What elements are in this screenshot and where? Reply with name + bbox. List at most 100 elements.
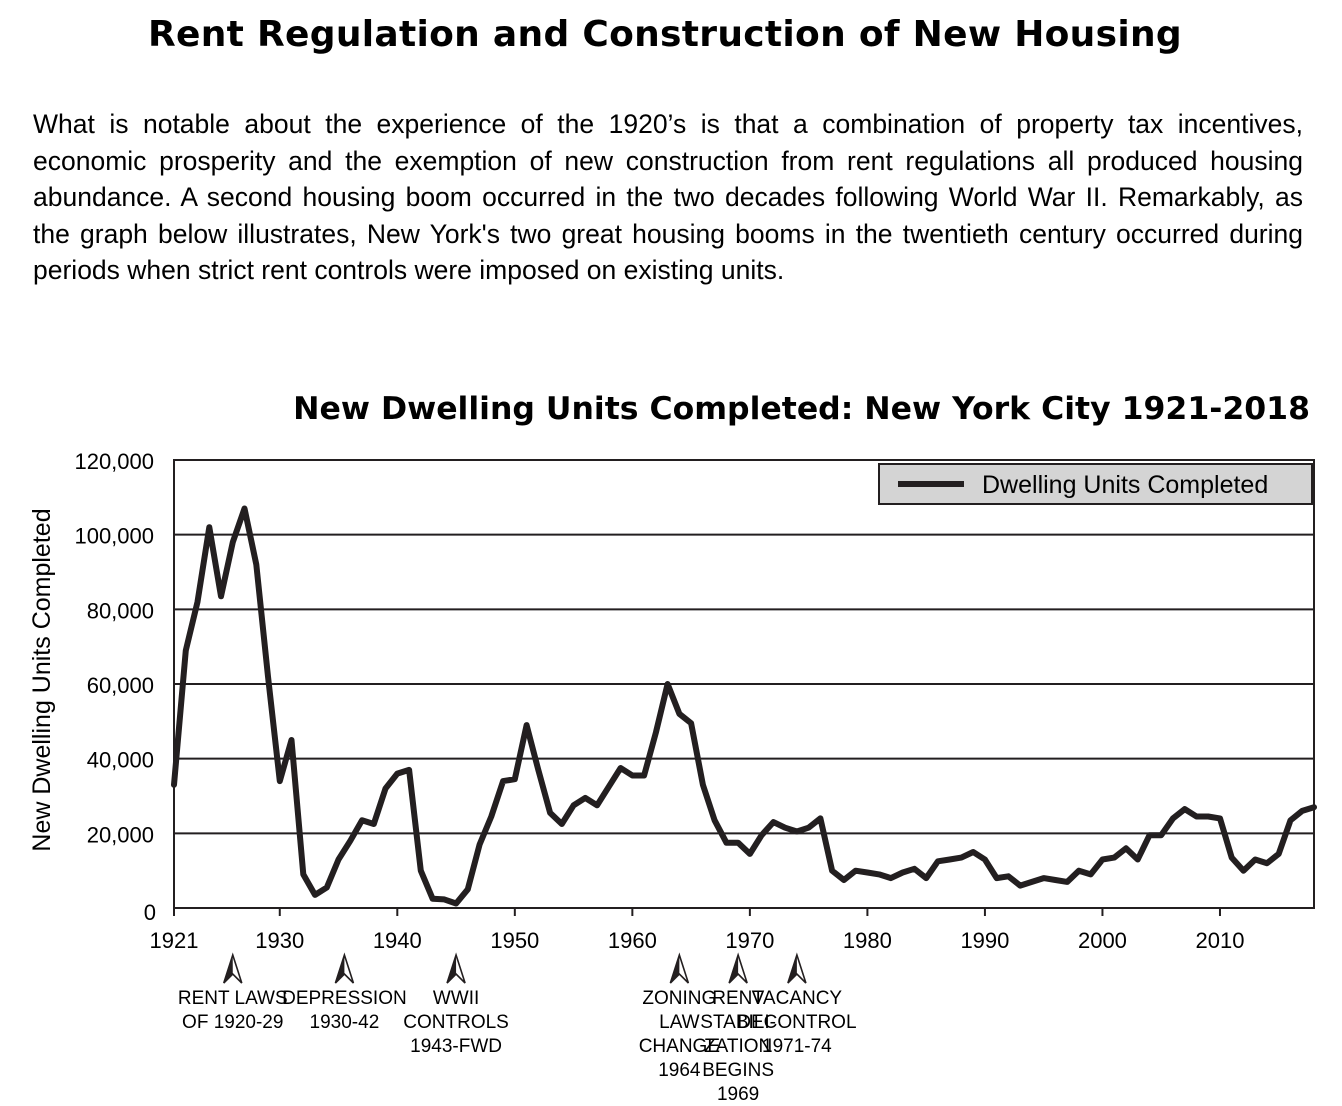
annotation-4: RENT STABILI- ZATION BEGINS 1969 [700,952,776,1105]
y-tick-label: 120,000 [74,449,154,474]
data-point [384,787,388,791]
data-point [701,783,705,787]
annotation-label: STABILI- [700,1012,776,1033]
data-point [1042,876,1046,880]
data-point [807,826,811,830]
data-point [912,867,916,871]
data-point [760,833,764,837]
x-tick-label: 1990 [960,928,1009,953]
data-point [1124,846,1128,850]
data-point [959,856,963,860]
data-point [572,803,576,807]
x-tick-label: 1950 [490,928,539,953]
annotation-label: VACANCY [752,988,843,1009]
data-point [395,772,399,776]
annotation-label: 1971-74 [762,1036,832,1057]
data-point [1241,869,1245,873]
data-point [1253,857,1257,861]
annotation-3: ZONING LAW CHANGE 1964 [639,952,720,1081]
data-point [654,731,658,735]
data-point [466,887,470,891]
data-point [548,811,552,815]
annotation-label: ZATION [704,1036,772,1057]
y-axis-label: New Dwelling Units Completed [28,508,56,851]
annotation-5: VACANCY DECONTROL 1971-74 [737,952,857,1057]
data-point [278,779,282,783]
data-point [1100,857,1104,861]
annotation-1: DEPRESSION 1930-42 [282,952,407,1033]
data-point [431,897,435,901]
x-tick-label: 1970 [725,928,774,953]
data-point [454,902,458,906]
data-point [583,796,587,800]
data-point [489,815,493,819]
data-point [865,871,869,875]
annotation-label: DECONTROL [737,1012,856,1033]
arrow-shade [335,955,345,983]
intro-paragraph: What is notable about the experience of … [33,109,1303,285]
data-point [830,869,834,873]
data-point [1065,880,1069,884]
x-axis-ticks: 1921 1930 1940 1950 1960 1970 1980 1990 2000 2010 [150,908,1245,953]
annotation-label: RENT LAWS [178,988,288,1009]
data-point [1089,872,1093,876]
data-point [1183,807,1187,811]
data-point [936,859,940,863]
data-point [560,822,564,826]
data-point [1018,884,1022,888]
annotation-2: WWII CONTROLS 1943-FWD [403,952,509,1057]
data-point [325,885,329,889]
data-point [595,803,599,807]
data-point [818,816,822,820]
data-point [995,876,999,880]
data-point [783,826,787,830]
data-point [419,869,423,873]
data-point [1006,874,1010,878]
data-point [442,897,446,901]
data-point [184,648,188,652]
arrow-shade [787,955,797,983]
x-tick-label: 1940 [373,928,422,953]
data-point [642,773,646,777]
chart-title: New Dwelling Units Completed: New York C… [293,391,1310,427]
data-point [607,785,611,789]
data-point [630,773,634,777]
data-point [219,594,223,598]
data-point [243,507,247,511]
legend: Dwelling Units Completed [878,463,1313,505]
annotation-0: RENT LAWS OF 1920-29 [178,952,288,1033]
annotation-label: DEPRESSION [282,988,407,1009]
data-point [301,872,305,876]
y-tick-label: 0 [144,900,156,925]
page-title: Rent Regulation and Construction of New … [148,14,1182,55]
data-point [1300,809,1304,813]
annotation-label: 1930-42 [310,1012,380,1033]
annotation-label: CHANGE [639,1036,720,1057]
data-point [360,818,364,822]
data-point [1206,815,1210,819]
annotation-label: RENT [712,988,764,1009]
annotation-label: 1964 [658,1060,701,1081]
data-point [1218,816,1222,820]
data-point [748,852,752,856]
data-point [407,768,411,772]
data-point [478,843,482,847]
series-layer [171,505,1317,907]
data-point [1230,856,1234,860]
data-point [1277,852,1281,856]
data-point [231,540,235,544]
data-point [196,600,200,604]
data-point [1030,880,1034,884]
data-point [1147,833,1151,837]
data-point [924,876,928,880]
data-point [795,829,799,833]
annotation-label: WWII [433,988,479,1009]
data-point [536,768,540,772]
data-point [266,675,270,679]
data-point [877,872,881,876]
annotation-label: ZONING [642,988,716,1009]
x-tick-label: 2010 [1196,928,1245,953]
data-point [689,721,693,725]
x-tick-label: 1930 [255,928,304,953]
arrow-shade [729,955,739,983]
